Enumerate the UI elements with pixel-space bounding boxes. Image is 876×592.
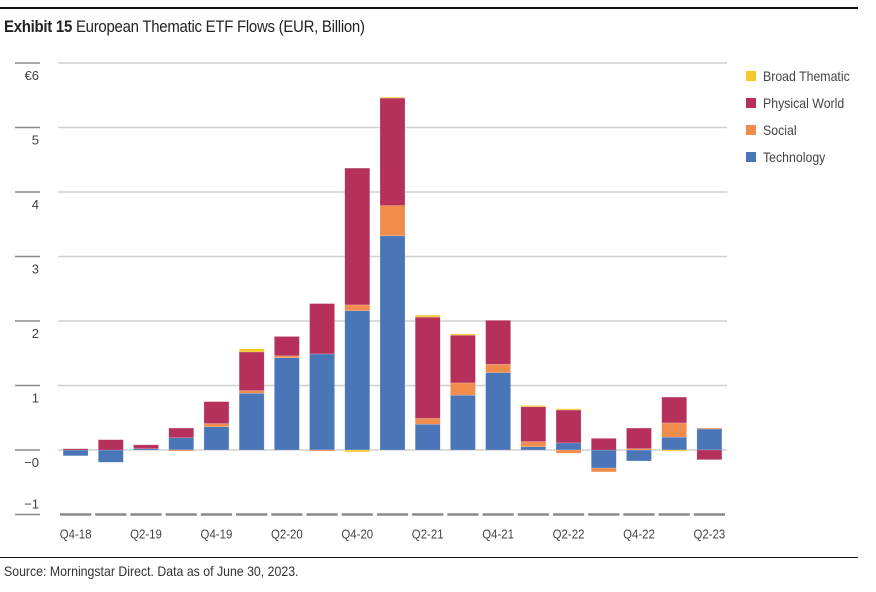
bar-technology [520, 446, 547, 451]
x-tick-label: Q2-22 [553, 527, 585, 542]
bar-broad-thematic [414, 314, 441, 318]
bar-technology [98, 449, 124, 463]
bar-technology [696, 428, 723, 451]
bar-social [450, 382, 476, 396]
y-tick-label: €6 [25, 68, 39, 83]
legend-label: Physical World [763, 94, 845, 111]
bar-social [485, 363, 511, 373]
bar-broad-thematic [344, 449, 371, 453]
x-tick-label: Q4-21 [482, 527, 514, 542]
legend-swatch [746, 124, 756, 135]
bar-broad-thematic [555, 408, 582, 411]
bar-social [661, 422, 687, 438]
bar-social [520, 441, 547, 448]
bar-broad-thematic [661, 449, 687, 452]
legend-item: Broad Thematic [746, 62, 862, 89]
bar-technology [661, 436, 687, 451]
bar-social [203, 423, 230, 428]
chart-title: Exhibit 15 European Thematic ETF Flows (… [4, 17, 365, 37]
y-tick-label: 1 [32, 391, 39, 406]
x-tick-label: Q4-19 [201, 527, 233, 542]
bar-physical-world [133, 444, 159, 449]
bar-social [274, 355, 300, 359]
legend-label: Technology [763, 148, 826, 165]
x-tick-label: Q2-19 [130, 527, 162, 542]
y-tick-label: 2 [32, 326, 39, 341]
bar-physical-world [696, 449, 723, 460]
bar-physical-world [168, 427, 194, 438]
bar-social [414, 418, 441, 425]
legend-item: Technology [746, 143, 862, 170]
bar-broad-thematic [379, 96, 406, 99]
bar-technology [309, 353, 335, 451]
bar-physical-world [344, 167, 371, 306]
bar-social [591, 467, 617, 473]
bar-social [379, 205, 406, 237]
bar-technology [379, 235, 406, 451]
x-tick-label: Q2-20 [271, 527, 303, 542]
bar-technology [274, 357, 300, 451]
bar-technology [450, 394, 476, 451]
exhibit-title: European Thematic ETF Flows (EUR, Billio… [75, 17, 365, 36]
bar-technology [238, 392, 265, 451]
bar-technology [626, 449, 652, 462]
y-tick-label: −1 [24, 497, 39, 512]
source-note: Source: Morningstar Direct. Data as of J… [4, 563, 299, 579]
legend-label: Social [763, 121, 797, 138]
bar-social [168, 449, 194, 452]
legend-swatch [746, 97, 756, 108]
bar-social [696, 427, 723, 430]
x-tick-label: Q4-20 [341, 527, 373, 542]
bar-social [344, 304, 371, 311]
bar-technology [168, 437, 194, 451]
y-tick-label: 5 [32, 133, 39, 148]
bar-technology [344, 310, 371, 451]
y-tick-label: 4 [32, 197, 39, 212]
bar-physical-world [520, 406, 547, 442]
bar-technology [62, 449, 89, 457]
bar-physical-world [238, 351, 265, 391]
bar-social [555, 449, 582, 454]
bottom-rule [0, 557, 858, 558]
bar-technology [414, 423, 441, 451]
legend-item: Social [746, 116, 862, 143]
x-tick-label: Q4-18 [60, 527, 92, 542]
y-tick-label: −0 [24, 455, 39, 470]
bar-physical-world [203, 401, 230, 424]
bar-broad-thematic [520, 405, 547, 408]
bar-physical-world [591, 438, 617, 451]
bar-physical-world [626, 427, 652, 449]
x-tick-label: Q2-23 [694, 527, 726, 542]
legend-item: Physical World [746, 89, 862, 116]
x-tick-label: Q2-21 [412, 527, 444, 542]
bar-physical-world [274, 336, 300, 357]
x-tick-label: Q4-22 [623, 527, 655, 542]
bar-physical-world [661, 396, 687, 424]
exhibit-number: Exhibit 15 [4, 17, 73, 36]
bar-technology [485, 372, 511, 451]
bar-social [309, 449, 335, 452]
legend-swatch [746, 151, 756, 162]
y-tick-label: 3 [32, 262, 39, 277]
bar-physical-world [309, 303, 335, 355]
bar-physical-world [414, 316, 441, 419]
bar-physical-world [450, 334, 476, 384]
bar-physical-world [379, 97, 406, 206]
bar-technology [555, 442, 582, 451]
bar-technology [203, 426, 230, 451]
top-rule [0, 7, 858, 9]
legend-label: Broad Thematic [763, 67, 850, 84]
bar-social [238, 390, 265, 394]
bar-physical-world [555, 409, 582, 444]
bar-physical-world [485, 320, 511, 365]
chart-legend: Broad Thematic Physical World Social Techno… [746, 62, 862, 170]
legend-swatch [746, 70, 756, 81]
bar-physical-world [62, 448, 89, 451]
bar-physical-world [98, 439, 124, 451]
bar-broad-thematic [238, 348, 265, 353]
bar-technology [591, 449, 617, 469]
bar-broad-thematic [450, 333, 476, 336]
